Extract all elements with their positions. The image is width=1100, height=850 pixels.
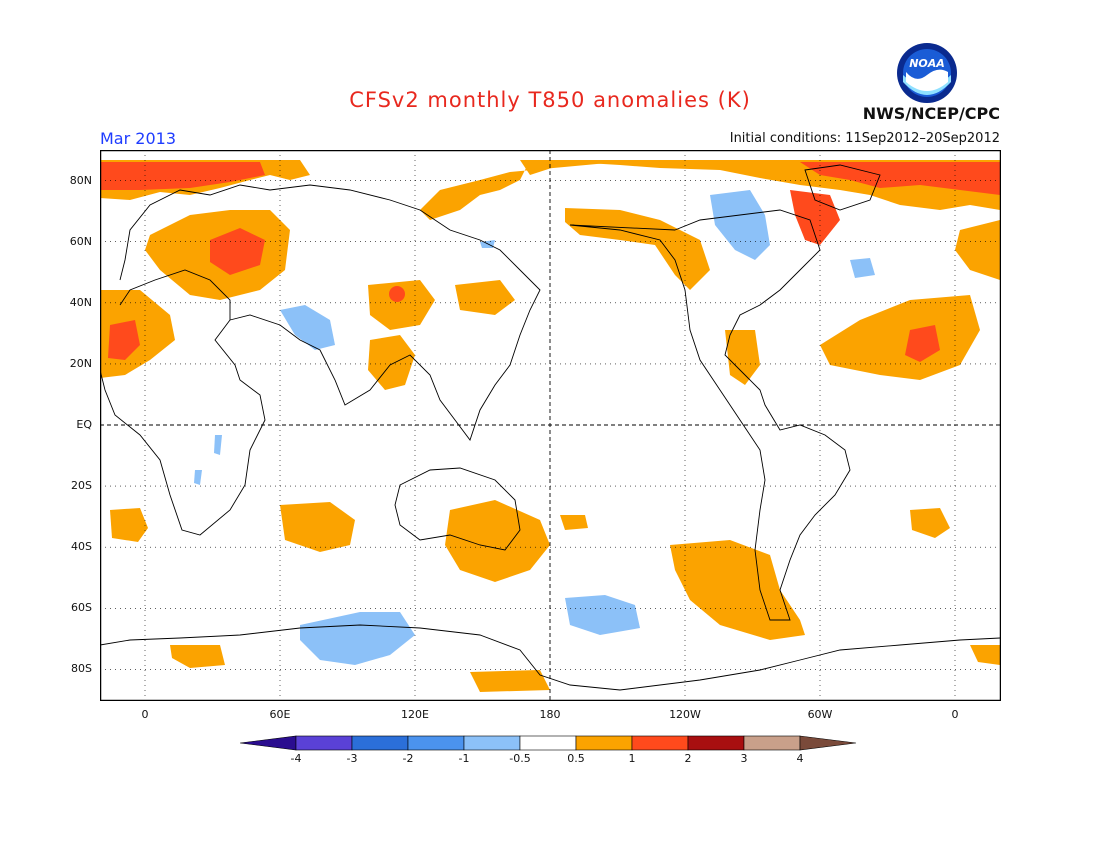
forecast-month: Mar 2013 xyxy=(100,129,176,148)
colorbar-segment xyxy=(519,735,577,751)
colorbar-segment xyxy=(463,735,521,751)
latitude-label: 40N xyxy=(69,295,92,309)
anomaly-shading xyxy=(100,160,1000,692)
colorbar-segment xyxy=(407,735,465,751)
colorbar-label: 1 xyxy=(628,752,636,765)
colorbar-segment xyxy=(351,735,409,751)
map-frame xyxy=(100,150,1001,701)
latitude-label: EQ xyxy=(76,418,92,431)
longitude-label: 120E xyxy=(401,708,429,721)
agency-label: NWS/NCEP/CPC xyxy=(862,104,1000,123)
colorbar-label: -1 xyxy=(458,752,470,765)
colorbar-segment xyxy=(743,735,801,751)
initial-conditions: Initial conditions: 11Sep2012–20Sep2012 xyxy=(729,131,1000,146)
colorbar-label: -3 xyxy=(346,752,358,765)
colorbar-label: 3 xyxy=(740,752,748,765)
colorbar-segment xyxy=(687,735,745,751)
colorbar-low-triangle xyxy=(240,735,297,751)
map-grid xyxy=(100,150,1000,700)
noaa-logo-text: NOAA xyxy=(909,57,945,70)
longitude-label: 120W xyxy=(669,708,701,721)
latitude-label: 60N xyxy=(69,234,92,248)
latitude-label: 40S xyxy=(71,540,92,554)
colorbar-label: 4 xyxy=(796,752,804,765)
colorbar-segment xyxy=(575,735,633,751)
longitude-label: 180 xyxy=(539,708,561,721)
latitude-label: 20N xyxy=(69,356,92,370)
longitude-label: 60E xyxy=(269,708,291,721)
colorbar-label: 0.5 xyxy=(567,752,585,765)
longitude-label: 60W xyxy=(807,708,833,721)
latitude-label: 60S xyxy=(71,601,92,615)
colorbar-label: -4 xyxy=(290,752,302,765)
longitude-label: 0 xyxy=(141,708,149,721)
colorbar-segment xyxy=(295,735,353,751)
colorbar-label: -2 xyxy=(402,752,414,765)
latitude-label: 80N xyxy=(69,173,92,187)
colorbar-high-triangle xyxy=(799,735,857,751)
longitude-label: 0 xyxy=(951,708,959,721)
colorbar-label: -0.5 xyxy=(509,752,531,765)
chart-title: CFSv2 monthly T850 anomalies (K) xyxy=(349,88,751,112)
colorbar-label: 2 xyxy=(684,752,692,765)
latitude-label: 20S xyxy=(71,479,92,493)
latitude-label: 80S xyxy=(71,662,92,676)
anomaly-map xyxy=(100,150,1001,701)
noaa-logo: NOAA xyxy=(897,43,957,103)
colorbar-segment xyxy=(631,735,689,751)
colorbar xyxy=(240,735,857,751)
coastlines xyxy=(100,164,1000,691)
